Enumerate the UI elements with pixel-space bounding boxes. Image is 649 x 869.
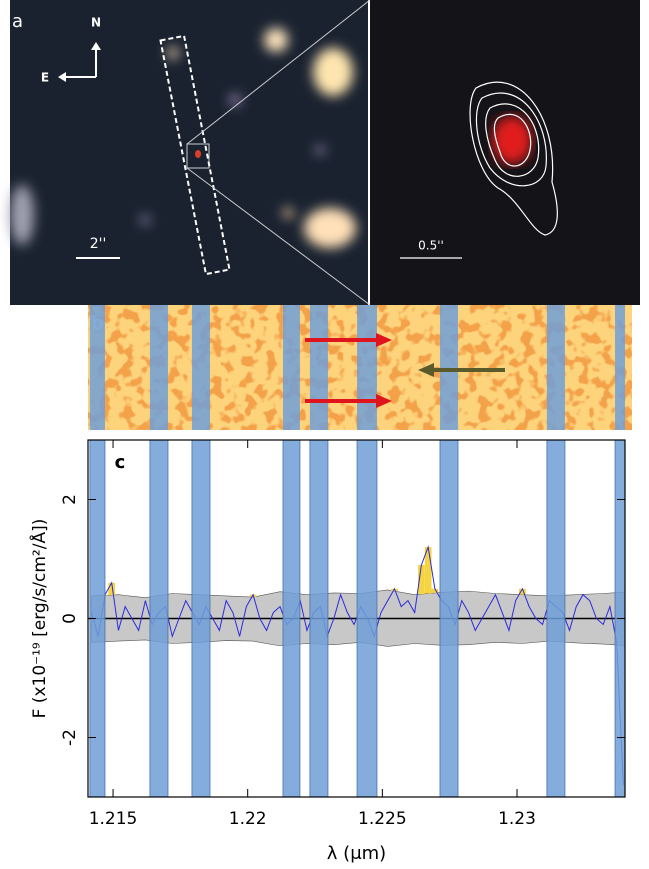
highlight <box>431 588 439 593</box>
masked-band <box>615 305 625 430</box>
north-label: N <box>91 16 101 30</box>
zoom-line <box>186 167 371 306</box>
scale-label: 2'' <box>90 236 107 252</box>
panel-label: a <box>12 11 23 32</box>
sky-image <box>10 0 368 305</box>
y-tick-label: 0 <box>60 613 80 624</box>
chart: c 1.215 1.22 1.225 1.23 -2 0 2 λ (μm) F (x10⁻¹⁹ … <box>28 439 626 864</box>
masked-band <box>309 305 328 430</box>
masked-band <box>191 440 211 797</box>
panel-label: c <box>115 452 126 473</box>
masked-band <box>439 440 459 797</box>
x-tick-label: 1.22 <box>229 809 267 829</box>
scale-label: 0.5'' <box>418 239 444 253</box>
arrows <box>305 333 505 408</box>
highlight <box>418 564 425 595</box>
zoom-box <box>186 143 210 169</box>
masked-band <box>149 305 168 430</box>
plot-area <box>88 440 625 797</box>
x-tick-label: 1.225 <box>358 809 407 829</box>
compass-heads <box>58 42 101 82</box>
masked-band <box>149 440 169 797</box>
x-tick-label: 1.215 <box>89 809 138 829</box>
panel-a: a N E 2'' 0.5'' <box>10 0 640 306</box>
band-group <box>89 305 625 430</box>
masked-band <box>439 305 459 430</box>
masked-band <box>356 440 378 797</box>
y-axis-label: F (x10⁻¹⁹ [erg/s/cm²/Å]) <box>28 519 50 719</box>
masked-band <box>282 305 300 430</box>
masked-band <box>546 305 565 430</box>
zoom-target <box>492 116 532 164</box>
masked-band <box>357 305 377 430</box>
highlight <box>108 582 116 595</box>
masked-band <box>89 305 105 430</box>
masked-band <box>309 440 329 797</box>
highlight <box>424 547 432 594</box>
sources <box>10 28 356 248</box>
y-tick-label: -2 <box>60 729 80 746</box>
east-label: E <box>41 71 49 85</box>
slit <box>159 34 231 276</box>
contours <box>469 81 558 236</box>
highlight <box>519 588 526 595</box>
target <box>195 150 201 158</box>
masked-band <box>546 440 566 797</box>
zoom-line <box>186 0 371 145</box>
x-axis-label: λ (μm) <box>327 843 386 864</box>
masked-band <box>191 305 210 430</box>
x-tick-label: 1.23 <box>498 809 536 829</box>
y-tick-label: 2 <box>60 494 80 505</box>
masked-band <box>282 440 301 797</box>
